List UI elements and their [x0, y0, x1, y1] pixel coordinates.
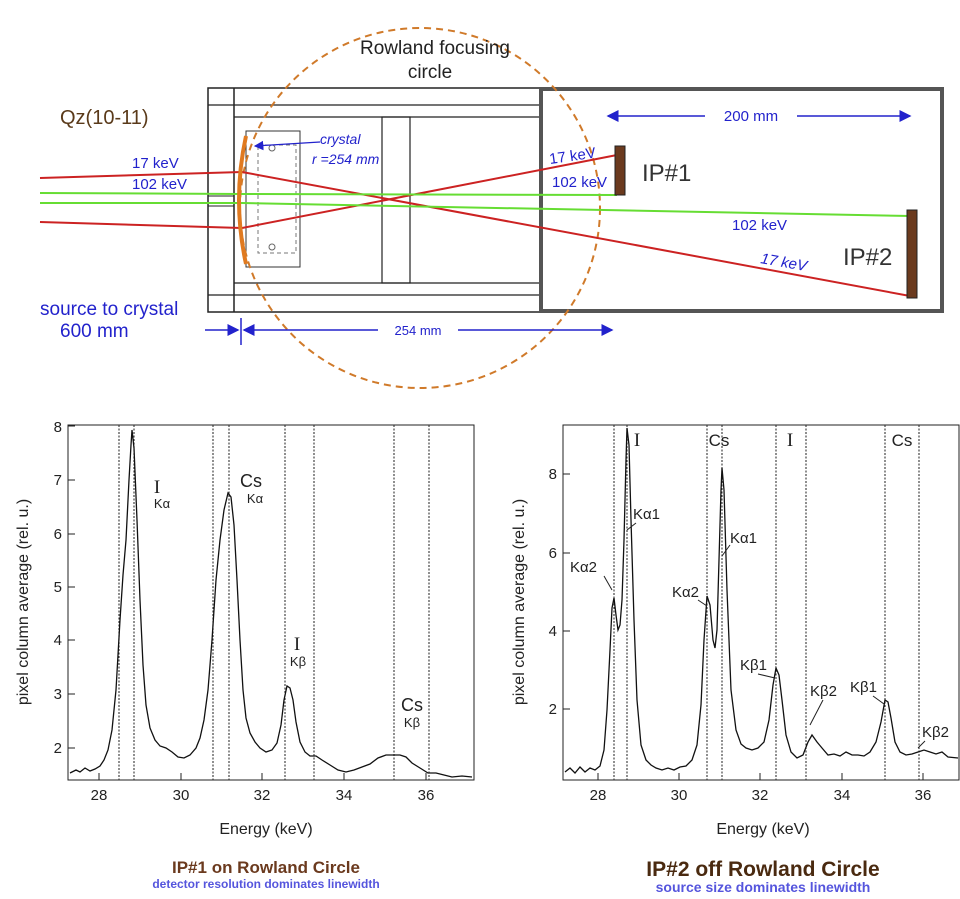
spectrometer-diagram: Rowland focusing circle Qz(10-11) crysta…: [39, 27, 944, 389]
ip2-label: IP#2: [843, 244, 892, 271]
plot2-ann: Kα2: [570, 559, 597, 576]
dist-200-label: 200 mm: [724, 108, 778, 125]
plot2-xtick: 28: [590, 787, 607, 804]
plot2-xlabel: Energy (keV): [716, 821, 809, 838]
plot2-ann: I: [634, 430, 640, 451]
dist-254-label: 254 mm: [395, 323, 442, 338]
spectrometer-frame: [207, 87, 541, 313]
plot2-frame: [562, 424, 960, 781]
plot2-ylabel: pixel column average (rel. u.): [511, 499, 528, 705]
plot2-ann: Kβ1: [850, 679, 877, 696]
plot2-xtick: 32: [752, 787, 769, 804]
plot1-ytick: 5: [54, 579, 62, 596]
plot1-vlines: [118, 425, 430, 780]
plot1-xtick: 32: [254, 787, 271, 804]
plot2-ann: I: [787, 430, 793, 451]
beam-17-ip1: 17 keV: [548, 145, 597, 168]
crystal-holder: [245, 130, 301, 268]
plot1-ann: Kβ: [404, 715, 420, 730]
plot1-ann: Kβ: [290, 654, 306, 669]
plot1-ytick: 3: [54, 686, 62, 703]
plot-ip2: 28 30 32 34 36 2 4 6 8 Energy (keV) pixe…: [511, 424, 960, 895]
ip1-plate: [614, 145, 626, 196]
plot1-ann: I: [294, 634, 300, 655]
beam-102-ip1: 102 keV: [552, 174, 607, 191]
plot1-ytick: 8: [54, 419, 62, 436]
plot1-xtick: 28: [91, 787, 108, 804]
plot1-ytick: 7: [54, 472, 62, 489]
rowland-title-1: Rowland focusing: [360, 38, 510, 59]
crystal-radius: r =254 mm: [312, 151, 380, 167]
crystal-arc: [237, 135, 248, 265]
plot2-caption-title: IP#2 off Rowland Circle: [646, 858, 879, 881]
beam-17kev-to-ip2: [241, 171, 911, 297]
plot2-xtick: 30: [671, 787, 688, 804]
plot2-ann: Kα1: [730, 530, 757, 547]
plot1-xlabel: Energy (keV): [219, 821, 312, 838]
plot2-ytick: 2: [549, 701, 557, 718]
plot2-ann: Kα2: [672, 584, 699, 601]
plot1-ann: I: [154, 477, 160, 498]
plot2-ann: Kβ2: [810, 683, 837, 700]
plot1-ytick: 2: [54, 740, 62, 757]
crystal-label: crystal: [320, 131, 361, 147]
plot2-ytick: 4: [549, 623, 557, 640]
plot2-ann: Kβ2: [922, 724, 949, 741]
plot2-ytick: 6: [549, 545, 557, 562]
plot1-spectrum: [69, 429, 473, 778]
plot1-ann: Kα: [247, 491, 264, 506]
beam-102-ip2: 102 keV: [732, 217, 787, 234]
ip1-label: IP#1: [642, 160, 691, 187]
plot2-ann: Kβ1: [740, 657, 767, 674]
plot1-ann: Kα: [154, 496, 171, 511]
plot1-ytick: 4: [54, 632, 62, 649]
beam-102kev: [241, 202, 911, 217]
plot-ip1: 28 30 32 34 36 2 3 4 5 6 7 8 Energy (keV…: [15, 419, 475, 891]
plot2-xtick: 34: [834, 787, 851, 804]
plot1-ytick: 6: [54, 526, 62, 543]
plot2-vlines: [613, 425, 920, 780]
plot1-xtick: 30: [173, 787, 190, 804]
source-label-2: 600 mm: [60, 321, 129, 342]
plot1-xtick: 34: [336, 787, 353, 804]
beam-17-left: 17 keV: [132, 155, 179, 172]
plot2-xtick: 36: [915, 787, 932, 804]
plot1-frame: [67, 424, 475, 781]
beam-17kev-to-ip1: [241, 154, 618, 229]
plot1-ylabel: pixel column average (rel. u.): [15, 499, 32, 705]
source-label-1: source to crystal: [40, 299, 178, 320]
rowland-title-2: circle: [408, 62, 452, 83]
crystal-name: Qz(10-11): [60, 107, 149, 129]
plot1-caption-sub: detector resolution dominates linewidth: [152, 877, 379, 891]
plot2-ann: Kα1: [633, 506, 660, 523]
plot2-spectrum: [564, 427, 959, 774]
detector-chamber: [539, 87, 944, 313]
beam-102-left: 102 keV: [132, 176, 187, 193]
ip2-plate: [906, 209, 918, 299]
plot1-ann: Cs: [401, 695, 423, 715]
plot1-ann: Cs: [240, 471, 262, 491]
plot2-caption-sub: source size dominates linewidth: [656, 879, 871, 895]
plot1-caption-title: IP#1 on Rowland Circle: [172, 858, 360, 877]
plot2-ytick: 8: [549, 466, 557, 483]
plot1-xtick: 36: [418, 787, 435, 804]
plot2-ann: Cs: [892, 431, 913, 450]
beam-17-ip2: 17 keV: [759, 250, 810, 275]
plot2-ann: Cs: [709, 431, 730, 450]
